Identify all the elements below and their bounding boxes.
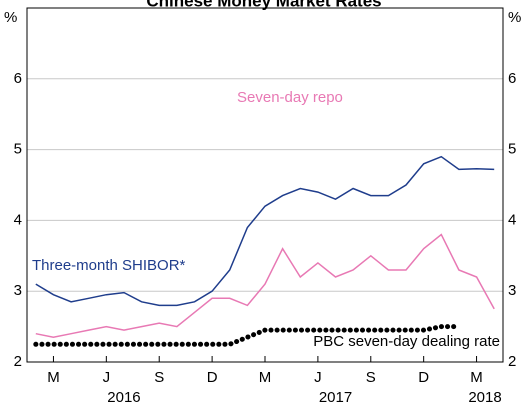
year-label: 2018 [468,389,501,406]
series-label: Three-month SHIBOR* [32,257,186,274]
y-tick-label-right: 6 [508,70,516,87]
x-tick-label: J [314,369,322,386]
x-tick-label: J [103,369,111,386]
y-tick-label: 6 [14,70,22,87]
y-tick-label: 3 [14,282,22,299]
series-line [33,324,462,347]
y-tick-label: 2 [14,353,22,370]
y-unit-right: % [508,9,521,26]
series-line [35,233,495,338]
chart-title: Chinese Money Market Rates [146,0,381,10]
x-tick-label: M [47,369,60,386]
x-tick-label: D [418,369,429,386]
x-tick-label: D [207,369,218,386]
y-tick-label: 4 [14,211,22,228]
y-tick-label-right: 4 [508,211,516,228]
series-label: Seven-day repo [237,89,343,106]
x-tick-label: M [470,369,483,386]
y-tick-label-right: 3 [508,282,516,299]
y-tick-label-right: 2 [508,353,516,370]
x-tick-label: M [259,369,272,386]
y-tick-label: 5 [14,141,22,158]
x-tick-label: S [366,369,376,386]
plot-frame [26,7,504,363]
series-label: PBC seven-day dealing rate [313,333,500,350]
year-label: 2016 [107,389,140,406]
series-line [35,155,495,307]
y-unit: % [4,9,17,26]
x-tick-label: S [154,369,164,386]
year-label: 2017 [319,389,352,406]
y-tick-label-right: 5 [508,141,516,158]
